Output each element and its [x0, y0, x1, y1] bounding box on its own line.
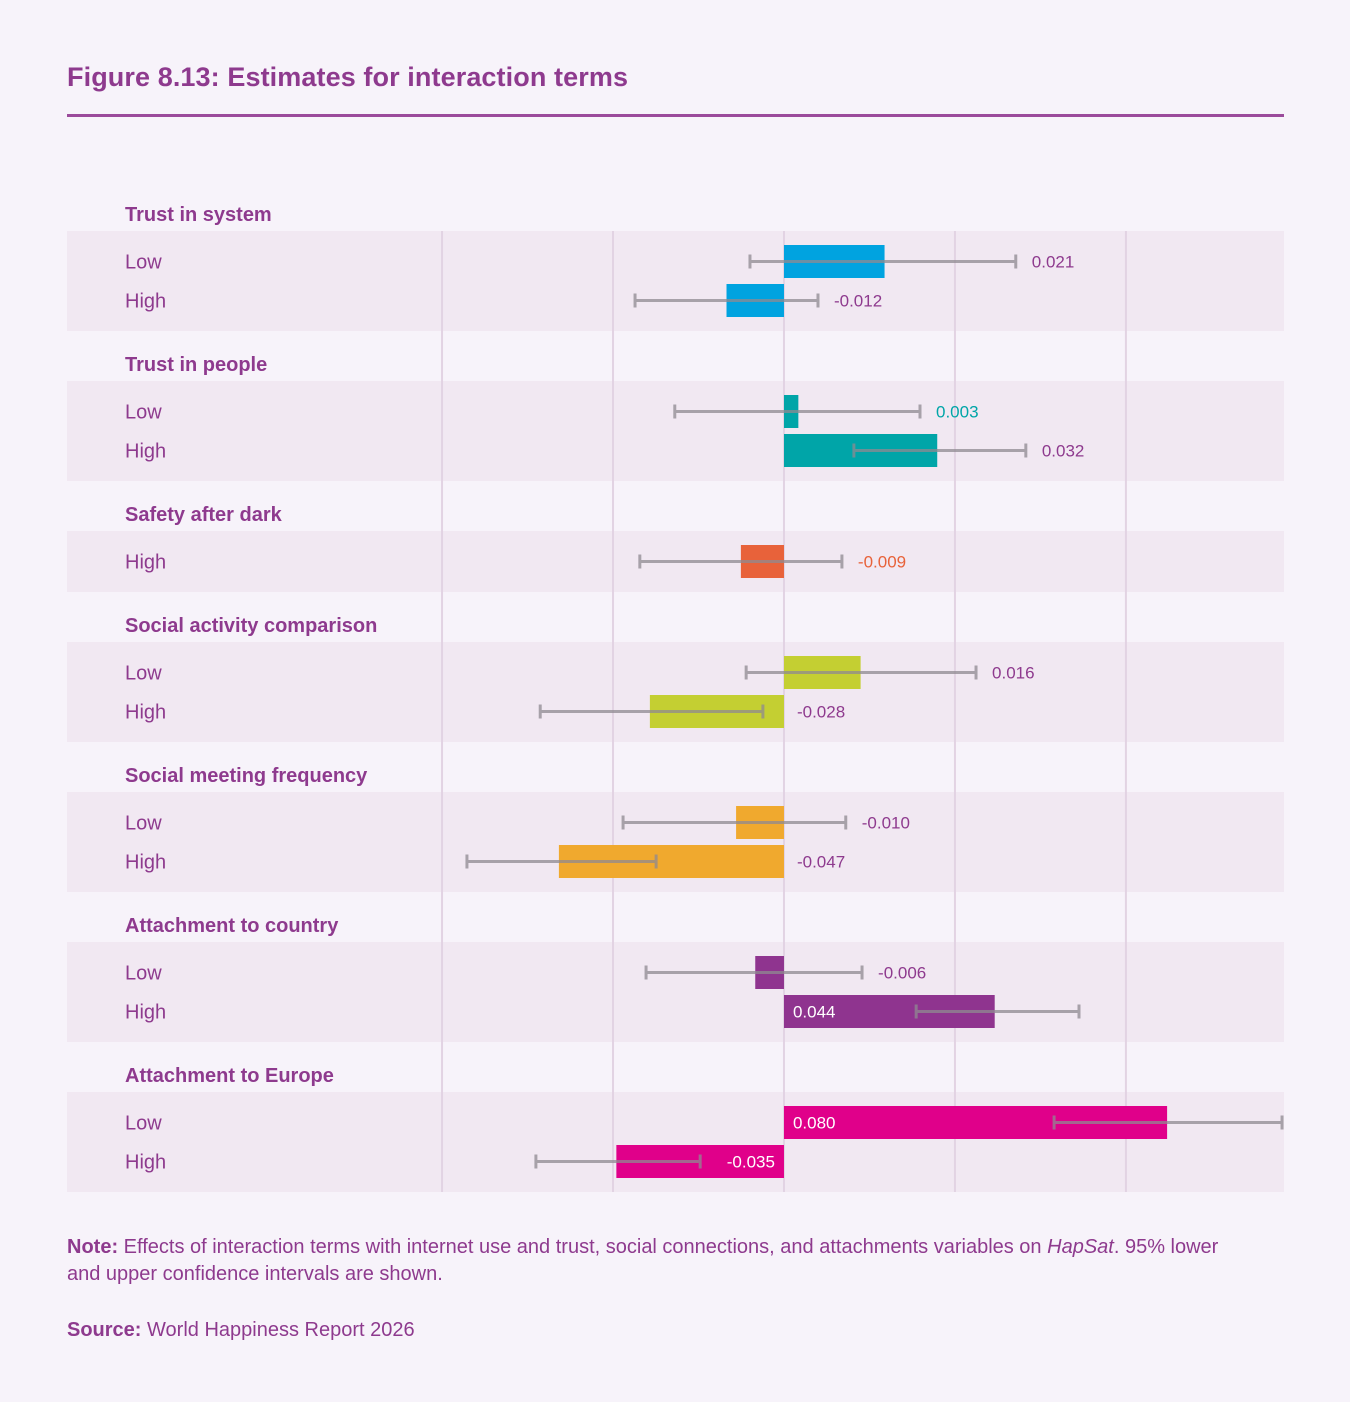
confidence-interval [638, 554, 844, 569]
row-label: High [125, 291, 166, 313]
value-label: 0.080 [793, 1114, 836, 1133]
value-label: 0.032 [1042, 442, 1085, 461]
confidence-interval [748, 254, 1018, 269]
marks-layer: Trust in system Low 0.021 High -0.012 Trust i… [125, 204, 1284, 1178]
note-label: Note: [67, 1236, 119, 1258]
confidence-interval [534, 1154, 702, 1169]
value-label: -0.028 [797, 703, 845, 722]
row-label: Low [125, 663, 162, 685]
value-label: -0.006 [878, 964, 926, 983]
row-label: High [125, 552, 166, 574]
note-text-before: Effects of interaction terms with intern… [118, 1236, 1048, 1258]
group-header: Attachment to country [125, 915, 339, 937]
title-divider [67, 114, 1284, 117]
value-label: 0.016 [992, 664, 1035, 683]
note-italic: HapSat [1047, 1236, 1114, 1258]
confidence-interval [673, 404, 922, 419]
value-label: 0.021 [1032, 253, 1075, 272]
note-text-after: . 95% lower and upper confidence interva… [67, 1236, 1219, 1285]
group-band [67, 381, 1284, 481]
value-label: -0.009 [858, 553, 906, 572]
value-label: 0.044 [793, 1003, 836, 1022]
group-header: Social activity comparison [125, 615, 377, 637]
group-band [67, 231, 1284, 331]
row-label: Low [125, 813, 162, 835]
value-label: -0.010 [862, 814, 910, 833]
value-label: -0.012 [834, 292, 882, 311]
value-label: 0.003 [936, 403, 979, 422]
group-header: Social meeting frequency [125, 765, 368, 787]
figure-source: Source: World Happiness Report 2026 [67, 1319, 415, 1342]
group-header: Attachment to Europe [125, 1065, 334, 1087]
confidence-interval [621, 815, 848, 830]
confidence-interval [465, 854, 658, 869]
confidence-interval [914, 1004, 1081, 1019]
row-label: High [125, 441, 166, 463]
source-label: Source: [67, 1319, 142, 1341]
row-label: Low [125, 252, 162, 274]
group-header: Trust in system [125, 204, 272, 226]
group-band [67, 942, 1284, 1042]
confidence-interval [644, 965, 864, 980]
value-label: -0.047 [797, 853, 845, 872]
row-label: Low [125, 963, 162, 985]
source-text: World Happiness Report 2026 [141, 1319, 415, 1341]
confidence-interval [852, 443, 1028, 458]
value-label: -0.035 [727, 1153, 775, 1172]
figure-note: Note: Effects of interaction terms with … [67, 1234, 1247, 1288]
row-label: Low [125, 402, 162, 424]
confidence-interval [633, 293, 820, 308]
figure-title: Figure 8.13: Estimates for interaction t… [67, 62, 629, 92]
group-header: Safety after dark [125, 504, 283, 526]
confidence-interval [744, 665, 978, 680]
row-label: High [125, 1152, 166, 1174]
confidence-interval [538, 704, 765, 719]
row-label: High [125, 702, 166, 724]
row-label: High [125, 1002, 166, 1024]
confidence-interval [1052, 1115, 1284, 1130]
row-label: Low [125, 1113, 162, 1135]
bands-layer [67, 231, 1284, 1192]
group-header: Trust in people [125, 354, 267, 376]
row-label: High [125, 852, 166, 874]
